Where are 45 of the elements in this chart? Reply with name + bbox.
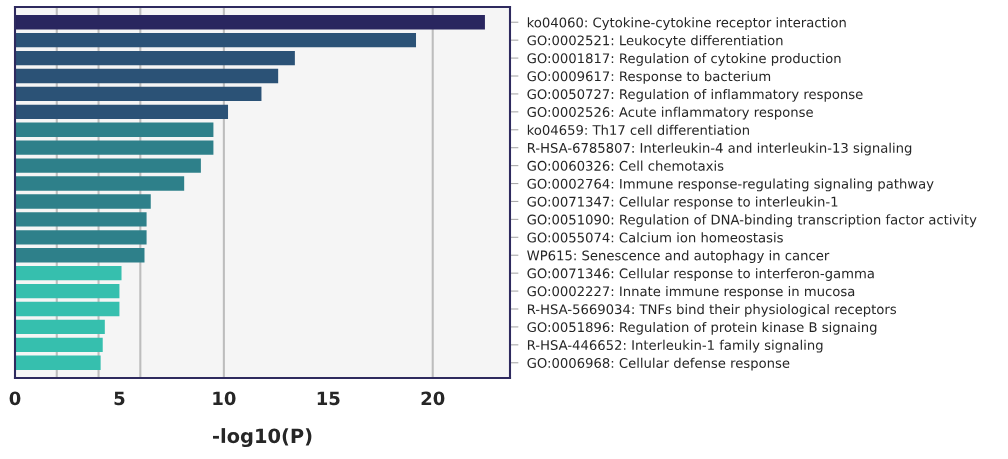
bar [15, 104, 229, 120]
bar [15, 337, 103, 353]
bar [15, 86, 262, 102]
x-tick-label: 5 [114, 391, 125, 406]
y-tick-label: GO:0002526: Acute inflammatory response [527, 106, 813, 120]
x-tick-label: 20 [421, 391, 445, 406]
bar [15, 212, 147, 227]
bar [15, 319, 105, 335]
y-tick-label: GO:0055074: Calcium ion homeostasis [527, 232, 783, 243]
y-tick-label: WP615: Senescence and autophagy in cancer [527, 250, 830, 263]
y-tick-label: GO:0071346: Cellular response to interferon-gamma [527, 268, 874, 281]
bar [15, 265, 122, 281]
y-tick-label: GO:0001817: Regulation of cytokine production [527, 53, 841, 66]
bar [15, 301, 120, 317]
bar [15, 176, 185, 191]
bar [15, 230, 147, 245]
bar [15, 194, 151, 209]
y-tick-label: ko04659: Th17 cell differentiation [527, 124, 749, 135]
y-tick-label: GO:0002227: Innate immune response in mucosa [527, 286, 855, 299]
bar [15, 122, 214, 137]
y-tick-label: R-HSA-6785807: Interleukin-4 and interleukin-13 signaling [527, 142, 912, 156]
y-tick-label: R-HSA-446652: Interleukin-1 family signaling [527, 339, 823, 353]
y-tick-label: GO:0051896: Regulation of protein kinase B signaing [527, 321, 877, 335]
bar [15, 158, 201, 173]
x-tick-label: 0 [9, 391, 21, 406]
y-tick-label: GO:0060326: Cell chemotaxis [527, 160, 724, 171]
y-tick-label: GO:0002521: Leukocyte differentiation [527, 35, 783, 48]
x-axis-title: -log10(P) [213, 428, 312, 448]
y-tick-label: GO:0071347: Cellular response to interleukin-1 [527, 196, 838, 210]
y-tick-label: ko04060: Cytokine-cytokine receptor interaction [527, 17, 846, 30]
bar [15, 50, 295, 66]
y-tick-label: GO:0002764: Immune response-regulating signaling pathway [527, 178, 934, 192]
x-tick-label: 15 [317, 391, 340, 406]
y-tick-label: GO:0009617: Response to bacterium [527, 70, 771, 84]
y-tick-label: GO:0051090: Regulation of DNA-binding transcription factor activity [527, 214, 977, 228]
x-tick-label: 10 [213, 391, 236, 406]
bar [15, 140, 214, 155]
bar [15, 32, 417, 48]
y-tick-label: GO:0006968: Cellular defense response [527, 357, 790, 371]
bar [15, 248, 145, 263]
y-tick-label: R-HSA-5669034: TNFs bind their physiological receptors [527, 303, 897, 317]
y-tick-label: GO:0050727: Regulation of inflammatory response [527, 88, 863, 102]
bar [15, 283, 120, 299]
bar [15, 68, 279, 84]
bar [15, 355, 101, 370]
